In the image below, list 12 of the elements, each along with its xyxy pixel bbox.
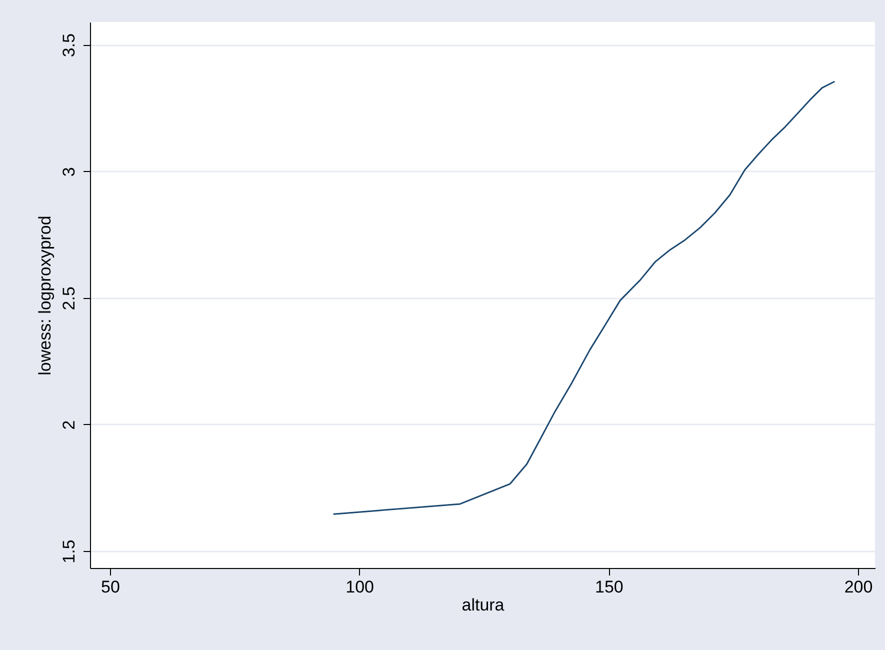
x-axis-title: altura	[462, 596, 505, 614]
y-tick-label: 2	[60, 420, 78, 430]
y-tick-label: 3.5	[60, 33, 78, 58]
y-tick-label: 1.5	[60, 540, 78, 564]
y-tick-label: 2.5	[60, 286, 78, 310]
x-tick-label: 200	[844, 578, 873, 596]
line-series	[333, 80, 835, 515]
y-axis-title: lowess: logproxyprod	[36, 216, 54, 376]
x-tick-label: 150	[594, 578, 624, 596]
y-tick-label: 3	[60, 167, 78, 177]
x-tick-label: 50	[100, 578, 120, 596]
x-tick-label: 100	[346, 578, 374, 596]
